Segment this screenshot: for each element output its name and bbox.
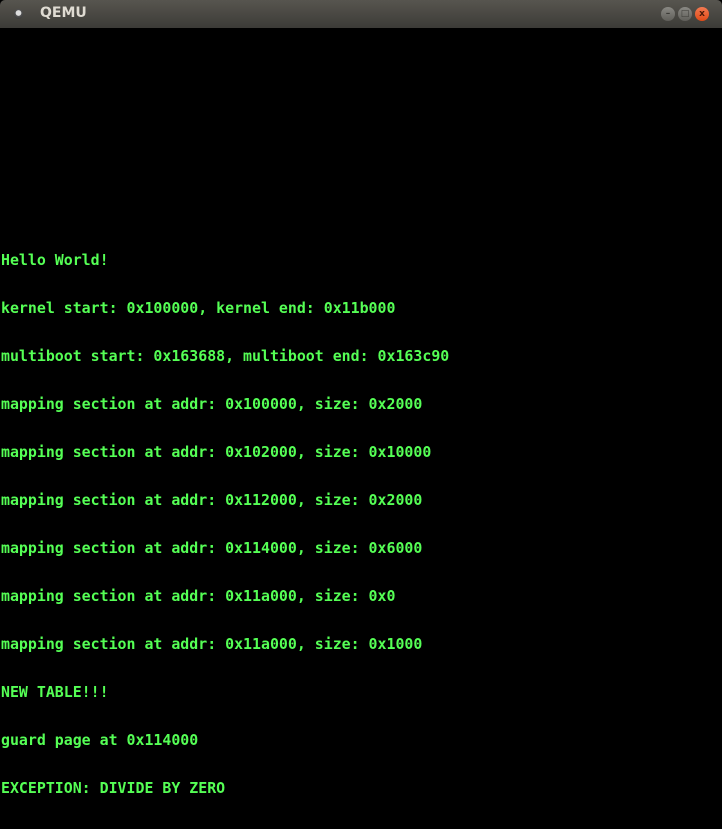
console-line: kernel start: 0x100000, kernel end: 0x11…: [1, 299, 396, 317]
console-output: Hello World! kernel start: 0x100000, ker…: [1, 220, 449, 828]
console-line: Hello World!: [1, 251, 109, 269]
console-line: multiboot start: 0x163688, multiboot end…: [1, 347, 450, 365]
console-line: EXCEPTION: DIVIDE BY ZERO: [1, 779, 226, 797]
console-line: mapping section at addr: 0x11a000, size:…: [1, 587, 396, 605]
window-title: QEMU: [40, 5, 87, 21]
maximize-button[interactable]: □: [678, 7, 692, 21]
close-button[interactable]: x: [695, 7, 709, 21]
console-line: NEW TABLE!!!: [1, 683, 109, 701]
console-line: mapping section at addr: 0x112000, size:…: [1, 491, 423, 509]
title-bar[interactable]: QEMU – □ x: [0, 0, 722, 28]
minimize-button[interactable]: –: [661, 7, 675, 21]
console-line: mapping section at addr: 0x100000, size:…: [1, 395, 423, 413]
console-line: mapping section at addr: 0x11a000, size:…: [1, 635, 423, 653]
console-line: mapping section at addr: 0x102000, size:…: [1, 443, 432, 461]
console-line: mapping section at addr: 0x114000, size:…: [1, 539, 423, 557]
qemu-app-icon: [14, 9, 23, 19]
console-line: guard page at 0x114000: [1, 731, 199, 749]
vm-display[interactable]: Hello World! kernel start: 0x100000, ker…: [0, 28, 722, 796]
